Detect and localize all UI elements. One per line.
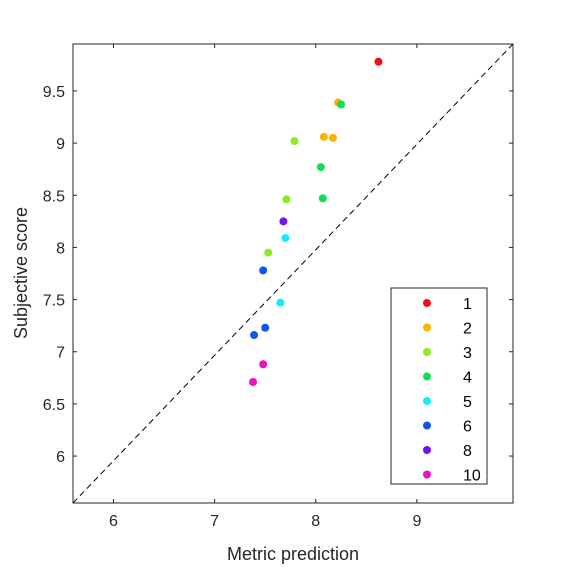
x-axis-label: Metric prediction: [227, 544, 359, 564]
legend-marker-4: [423, 372, 431, 381]
y-tick-label: 8: [56, 240, 65, 257]
reference-diagonal-line: [72, 43, 514, 504]
legend-label-5: 5: [463, 394, 472, 411]
data-point-series-1: [374, 57, 383, 66]
legend-marker-6: [423, 421, 431, 430]
data-point-series-5: [281, 234, 290, 243]
y-tick-label: 9.5: [43, 84, 65, 101]
data-point-series-4: [337, 100, 346, 109]
y-tick-label: 8.5: [43, 188, 65, 205]
legend-marker-2: [423, 323, 431, 332]
data-point-series-3: [290, 137, 299, 146]
data-point-series-8: [279, 217, 288, 226]
plot-area: [72, 43, 514, 504]
legend-marker-1: [423, 299, 431, 307]
y-tick-label: 6: [56, 449, 65, 466]
legend-label-6: 6: [463, 419, 472, 436]
data-point-series-4: [318, 194, 327, 203]
legend-marker-5: [423, 397, 431, 405]
x-tick-label: 6: [109, 513, 118, 530]
data-point-series-2: [328, 133, 337, 142]
legend-box: [390, 287, 488, 485]
data-point-series-4: [316, 163, 325, 172]
data-point-series-5: [276, 298, 285, 307]
y-tick-label: 7: [56, 345, 65, 362]
legend-label-3: 3: [463, 345, 472, 362]
legend-label-2: 2: [463, 321, 472, 338]
y-axis-label: Subjective score: [11, 207, 31, 339]
legend-label-10: 10: [463, 468, 481, 485]
plot-frame: [72, 43, 514, 504]
y-tick-label: 7.5: [43, 293, 65, 310]
legend-label-4: 4: [463, 370, 472, 387]
data-point-series-6: [259, 266, 268, 275]
y-tick-label: 6.5: [43, 397, 65, 414]
y-tick-label: 9: [56, 136, 65, 153]
data-point-series-10: [249, 377, 258, 386]
legend-label-1: 1: [463, 296, 472, 313]
data-point-series-3: [282, 195, 291, 204]
legend-marker-3: [423, 348, 431, 356]
legend: 1 2 3 4 5 6 8 10: [390, 287, 488, 485]
x-tick-label: 7: [210, 513, 219, 530]
data-point-series-2: [319, 132, 328, 141]
x-tick-label: 8: [311, 513, 320, 530]
axis-ticks: 6 7 8 9 6 6.5 7 7.5 8 8.5 9 9.5: [43, 44, 513, 530]
data-point-series-6: [250, 331, 259, 340]
data-point-series-10: [259, 360, 268, 369]
legend-marker-10: [423, 470, 431, 479]
data-point-series-6: [261, 323, 270, 332]
legend-label-8: 8: [463, 443, 472, 460]
data-point-series-3: [264, 248, 273, 257]
x-tick-label: 9: [412, 513, 421, 530]
legend-marker-8: [423, 446, 431, 454]
